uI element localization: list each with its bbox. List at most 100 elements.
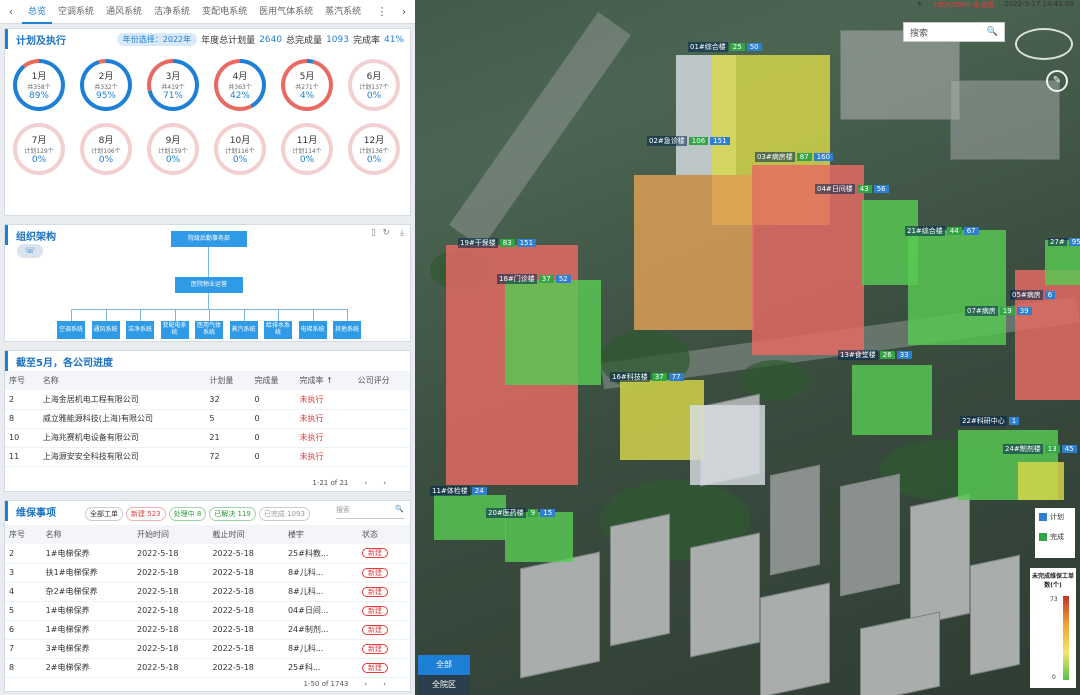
tabs-prev-icon[interactable]: ‹ [8, 5, 14, 18]
building-label[interactable]: 05#病房 6 [1010, 290, 1056, 300]
year-selector[interactable]: 年份选择：2022年 [116, 33, 198, 46]
building-label[interactable]: 02#急诊楼 106 151 [647, 136, 730, 146]
filter-new[interactable]: 新建 523 [126, 507, 166, 521]
table-cell: 未执行 [295, 390, 354, 410]
month-ring[interactable]: 7月 计划129个 0% [13, 123, 65, 175]
status-button[interactable]: 新建 [362, 643, 389, 654]
building-label[interactable]: 04#日间楼 43 56 [815, 184, 889, 194]
map-search-input[interactable]: 搜索 🔍 [903, 22, 1005, 42]
org-node-leaf[interactable]: 其他系统 [333, 321, 361, 339]
phone-icon[interactable]: ☏ [17, 244, 43, 258]
table-cell: 未执行 [295, 428, 354, 448]
building-label[interactable]: 03#病房楼 87 160 [755, 152, 834, 162]
month-ring[interactable]: 6月 计划137个 0% [348, 59, 400, 111]
maintenance-search-input[interactable]: 搜索 🔍 [336, 505, 404, 519]
plan-count: 52 [555, 275, 571, 283]
scope-all-button[interactable]: 全部 [418, 655, 470, 675]
month-ring[interactable]: 4月 共363个 42% [214, 59, 266, 111]
table-row[interactable]: 5 1#电梯保养 2022-5-18 2022-5-18 04#日间... 新建 [5, 601, 410, 621]
building-label[interactable]: 19#干保楼 83 151 [458, 238, 537, 248]
month-ring[interactable]: 10月 计划116个 0% [214, 123, 266, 175]
tab-4[interactable]: 变配电系统 [202, 6, 248, 17]
tab-3[interactable]: 洁净系统 [154, 6, 191, 17]
filter-completed[interactable]: 已完成 1093 [258, 507, 310, 521]
table-row[interactable]: 3 扶1#电梯保养 2022-5-18 2022-5-18 8#儿科... 新建 [5, 563, 410, 583]
tabs-more-icon[interactable]: ⋮ [376, 5, 388, 18]
table-row[interactable]: 8 2#电梯保养 2022-5-18 2022-5-18 25#科... 新建 [5, 658, 410, 678]
tab-6[interactable]: 蒸汽系统 [325, 6, 362, 17]
tab-0[interactable]: 总览 [22, 0, 53, 24]
filter-all[interactable]: 全部工单 [85, 507, 123, 521]
scope-selector[interactable]: 全部 全院区 [418, 655, 470, 695]
building-label[interactable]: 13#食堂楼 26 33 [838, 350, 912, 360]
table-row[interactable]: 6 1#电梯保养 2022-5-18 2022-5-18 24#制剂... 新建 [5, 620, 410, 640]
alarm-count[interactable]: 1056/2995 条提醒 [932, 1, 995, 9]
org-node-leaf[interactable]: 变配电系统 [160, 321, 189, 339]
compass-icon[interactable] [1015, 28, 1073, 60]
org-node-mid[interactable]: 医院物业运营 [175, 277, 243, 293]
tabs-next-icon[interactable]: › [401, 5, 407, 18]
status-button[interactable]: 新建 [362, 567, 389, 578]
building-label[interactable]: 27# 95 [1048, 238, 1080, 246]
building-label[interactable]: 20#医药楼 9 15 [486, 508, 556, 518]
month-ring[interactable]: 3月 共419个 71% [147, 59, 199, 111]
table-row[interactable]: 2 1#电梯保养 2022-5-18 2022-5-18 25#科教... 新建 [5, 544, 410, 564]
building-label[interactable]: 07#病房 19 39 [965, 306, 1032, 316]
building-label[interactable]: 16#科技楼 37 77 [610, 372, 684, 382]
org-node-leaf[interactable]: 空调系统 [57, 321, 85, 339]
table-row[interactable]: 10 上海兆赛机电设备有限公司 21 0 未执行 [5, 428, 410, 448]
tab-5[interactable]: 医用气体系统 [259, 6, 314, 17]
prev-page-icon[interactable]: ‹ [364, 479, 368, 487]
document-icon[interactable]: ▯ [371, 228, 376, 238]
status-button[interactable]: 新建 [362, 605, 389, 616]
month-ring[interactable]: 5月 共271个 4% [281, 59, 333, 111]
status-button[interactable]: 新建 [362, 586, 389, 597]
table-cell: 2022-5-18 [208, 639, 284, 659]
status-button[interactable]: 新建 [362, 548, 389, 559]
org-node-leaf[interactable]: 通风系统 [91, 321, 120, 339]
org-node-leaf[interactable]: 给排水系统 [264, 321, 292, 339]
building-label[interactable]: 11#体检楼 24 [430, 486, 487, 496]
month-ring[interactable]: 2月 共332个 95% [80, 59, 132, 111]
next-page-icon[interactable]: › [383, 479, 386, 487]
filter-resolved[interactable]: 已解决 119 [209, 507, 256, 521]
building-label[interactable]: 18#门诊楼 37 52 [497, 274, 571, 284]
table-row[interactable]: 4 杂2#电梯保养 2022-5-18 2022-5-18 8#儿科... 新建 [5, 582, 410, 602]
month-ring[interactable]: 12月 计划136个 0% [348, 123, 400, 175]
filter-processing[interactable]: 处理中 8 [168, 507, 207, 521]
edit-icon[interactable]: ✎ [1046, 70, 1068, 92]
building-label[interactable]: 21#综合楼 44 67 [905, 226, 979, 236]
org-node-top[interactable]: 院级后勤事务部 [171, 231, 247, 247]
prev-page-icon[interactable]: ‹ [364, 680, 368, 688]
search-icon[interactable]: 🔍 [986, 27, 998, 37]
month-label: 5月 [299, 72, 315, 82]
plan-count: 160 [813, 153, 834, 161]
next-page-icon[interactable]: › [383, 680, 386, 688]
table-row[interactable]: 11 上海源安安全科技有限公司 72 0 未执行 [5, 447, 410, 467]
download-icon[interactable]: ⤓ [400, 228, 404, 238]
org-node-leaf[interactable]: 蒸汽系统 [229, 321, 258, 339]
table-row[interactable]: 7 3#电梯保养 2022-5-18 2022-5-18 8#儿科... 新建 [5, 639, 410, 659]
refresh-icon[interactable]: ↻ [382, 228, 390, 238]
month-ring[interactable]: 11月 计划114个 0% [281, 123, 333, 175]
org-node-leaf[interactable]: 洁净系统 [126, 321, 154, 339]
table-row[interactable]: 8 威立雅能源科技(上海)有限公司 5 0 未执行 [5, 409, 410, 429]
month-ring[interactable]: 1月 共358个 89% [13, 59, 65, 111]
month-ring[interactable]: 9月 计划159个 0% [147, 123, 199, 175]
building-label[interactable]: 22#科研中心 1 [960, 416, 1020, 426]
scope-campus-button[interactable]: 全院区 [418, 675, 470, 695]
progress-header[interactable]: 完成率 ↑ [295, 371, 354, 390]
table-cell: 新建 [358, 601, 410, 621]
month-ring[interactable]: 8月 计划106个 0% [80, 123, 132, 175]
table-cell: 未执行 [295, 447, 354, 467]
status-button[interactable]: 新建 [362, 662, 389, 673]
search-icon[interactable]: 🔍 [395, 505, 404, 513]
status-button[interactable]: 新建 [362, 624, 389, 635]
building-label[interactable]: 24#制剂楼 13 45 [1003, 444, 1077, 454]
table-row[interactable]: 2 上海金居机电工程有限公司 32 0 未执行 [5, 390, 410, 410]
tab-2[interactable]: 通风系统 [106, 6, 143, 17]
org-node-leaf[interactable]: 电梯系统 [298, 321, 327, 339]
building-label[interactable]: 01#综合楼 25 50 [688, 42, 762, 52]
tab-1[interactable]: 空调系统 [58, 6, 95, 17]
org-node-leaf[interactable]: 医用气体系统 [195, 321, 223, 339]
